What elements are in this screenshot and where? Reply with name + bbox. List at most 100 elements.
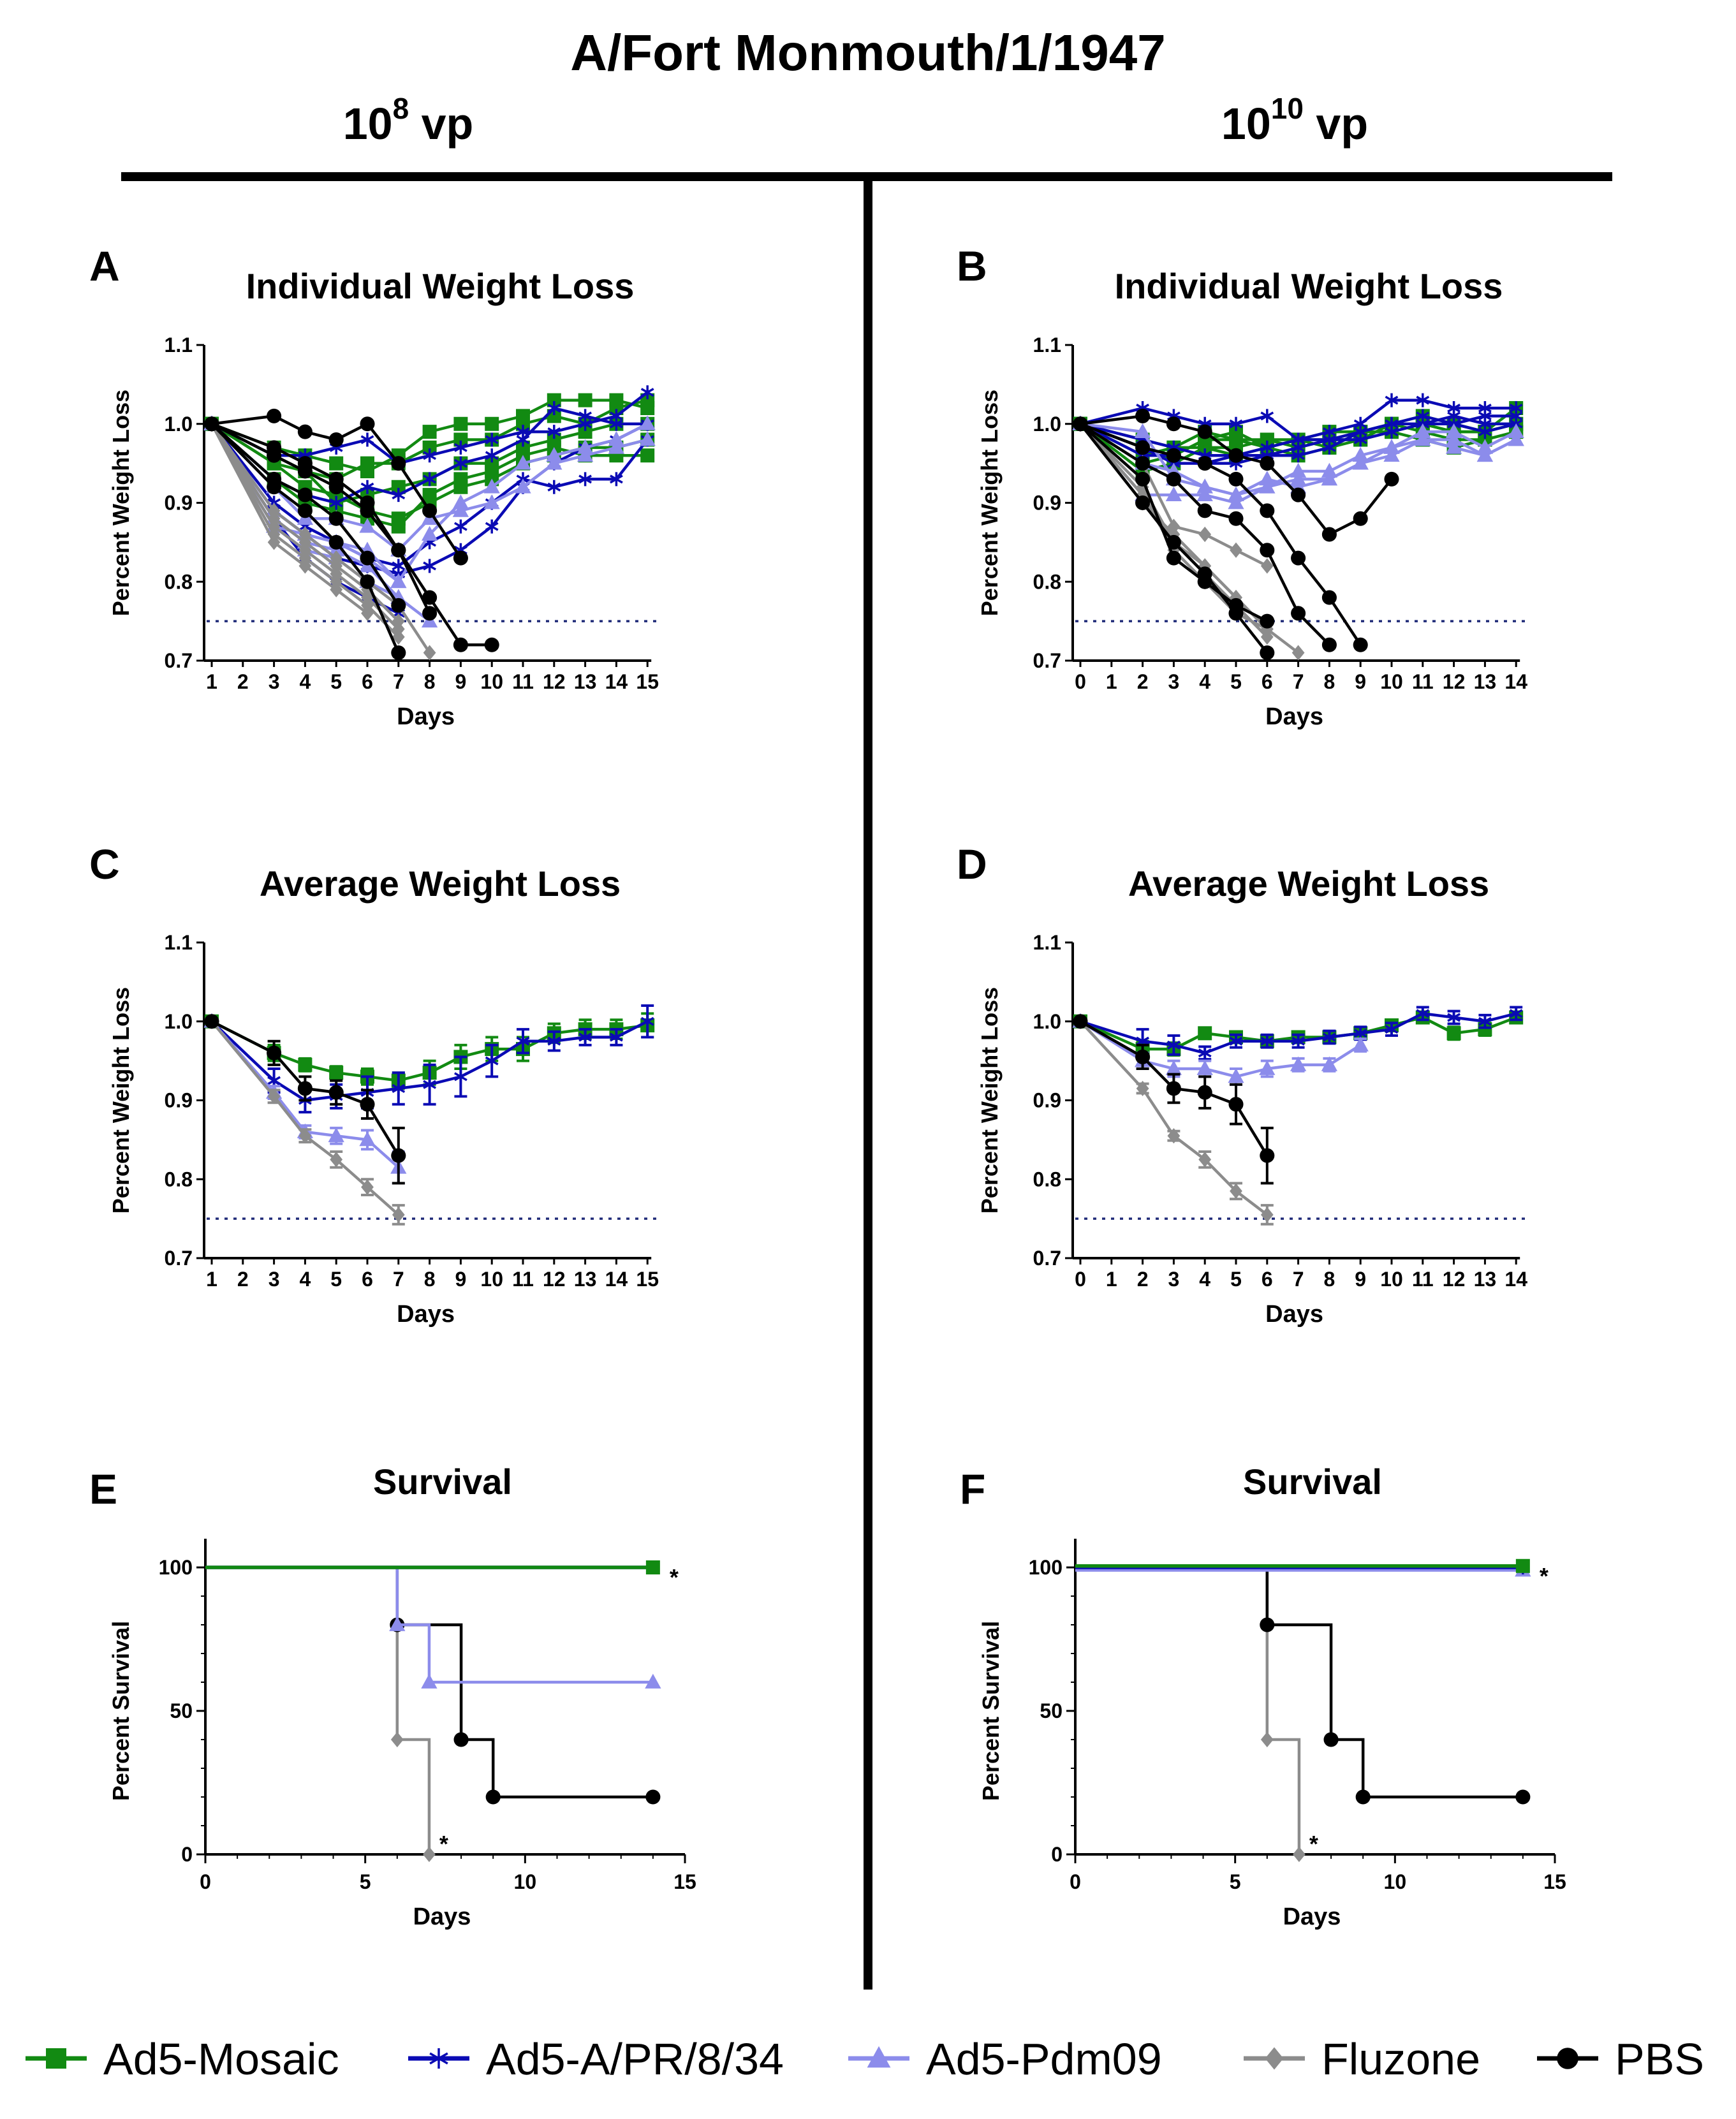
- data-point: [1073, 1014, 1088, 1029]
- data-point: [578, 1030, 592, 1045]
- x-tick-label: 10: [514, 1870, 537, 1893]
- survival-point: [423, 1846, 436, 1863]
- data-point: [485, 1053, 499, 1068]
- data-point: [422, 503, 438, 518]
- panel-letter: F: [960, 1465, 985, 1513]
- data-point: [1229, 1034, 1243, 1048]
- dose-right-unit: vp: [1316, 99, 1368, 149]
- data-point: [453, 472, 468, 487]
- data-point: [1353, 511, 1368, 526]
- x-tick-label: 9: [1355, 1268, 1366, 1291]
- data-point: [483, 494, 500, 510]
- series-line: [1079, 423, 1269, 654]
- data-point: [328, 511, 344, 526]
- x-tick-label: 1: [1106, 670, 1117, 693]
- series-line: [1079, 1020, 1269, 1216]
- series-line: [1080, 1012, 1517, 1055]
- survival-point: [645, 1560, 660, 1574]
- data-point: [1228, 471, 1244, 487]
- legend-item: Fluzone: [1244, 2034, 1480, 2084]
- data-point: [640, 1014, 654, 1029]
- data-point: [204, 416, 219, 432]
- legend-marker: [867, 2046, 891, 2068]
- data-point: [609, 1030, 623, 1045]
- x-tick-label: 7: [393, 1268, 404, 1291]
- data-point: [1136, 479, 1149, 495]
- data-point: [267, 448, 282, 463]
- data-point: [453, 440, 467, 455]
- data-point: [391, 456, 406, 471]
- x-tick-label: 15: [673, 1870, 696, 1893]
- series-line: [210, 423, 400, 654]
- data-point: [1260, 558, 1274, 574]
- dose-right-exp: 10: [1271, 92, 1304, 125]
- data-point: [1166, 448, 1181, 463]
- data-point: [298, 1128, 312, 1144]
- data-point: [329, 456, 344, 471]
- data-point: [1352, 455, 1369, 470]
- y-tick-label: 1.1: [1033, 334, 1061, 356]
- data-point: [1167, 518, 1181, 534]
- data-point: [547, 393, 561, 407]
- survival-point: [1260, 1617, 1275, 1632]
- data-point: [1478, 1022, 1492, 1037]
- data-point: [609, 472, 623, 487]
- data-point: [359, 1131, 376, 1147]
- y-axis-label: Percent Weight Loss: [976, 390, 1003, 616]
- x-tick-label: 11: [1412, 670, 1434, 693]
- series-line: [210, 1020, 400, 1216]
- panel-letter: D: [957, 840, 987, 888]
- x-tick-label: 12: [543, 1268, 566, 1291]
- survival-point: [1515, 1558, 1530, 1573]
- data-point: [328, 432, 344, 448]
- data-point: [360, 480, 374, 494]
- x-tick-label: 7: [393, 670, 404, 693]
- x-tick-label: 10: [480, 670, 503, 693]
- x-tick-label: 6: [1262, 1268, 1273, 1291]
- data-point: [361, 605, 374, 621]
- series-pbs: [204, 416, 438, 621]
- series-pbs: [204, 1014, 406, 1185]
- data-point: [547, 401, 561, 415]
- series-pbs: [1073, 408, 1399, 542]
- series-pbs: [1073, 416, 1275, 629]
- survival-point: [645, 1673, 661, 1689]
- data-point: [422, 488, 437, 502]
- x-axis-label: Days: [413, 1903, 471, 1930]
- data-point: [1352, 1036, 1369, 1052]
- y-tick-label: 50: [1040, 1699, 1063, 1722]
- data-point: [1416, 393, 1430, 407]
- data-point: [267, 1045, 282, 1060]
- x-tick-label: 8: [424, 670, 436, 693]
- data-point: [1260, 409, 1274, 423]
- data-point: [422, 440, 437, 455]
- y-tick-label: 0.8: [1033, 1168, 1061, 1191]
- data-point: [1260, 629, 1274, 645]
- data-point: [1259, 471, 1276, 486]
- data-point: [1198, 440, 1212, 455]
- data-point: [1165, 1060, 1182, 1075]
- survival-point: [453, 1732, 469, 1747]
- data-point: [577, 439, 594, 454]
- series-pbs: [204, 416, 499, 652]
- data-point: [453, 519, 467, 534]
- data-point: [297, 503, 313, 518]
- series-line: [1080, 414, 1393, 536]
- y-axis-label: Percent Weight Loss: [108, 390, 134, 616]
- data-point: [453, 432, 468, 447]
- data-point: [1136, 487, 1149, 503]
- y-tick-label: 0.8: [165, 1168, 193, 1191]
- y-tick-label: 100: [1029, 1556, 1063, 1579]
- data-point: [1445, 439, 1462, 454]
- x-tick-label: 15: [1543, 1870, 1566, 1893]
- data-point: [1259, 1060, 1276, 1075]
- survival-ad5-mosaic: *: [205, 1560, 679, 1590]
- data-point: [1321, 471, 1338, 486]
- x-tick-label: 1: [206, 1268, 217, 1291]
- series-line: [210, 1020, 400, 1157]
- survival-ad5-pdm09: [1075, 1562, 1531, 1577]
- data-point: [422, 590, 438, 605]
- data-point: [204, 1014, 219, 1029]
- x-tick-label: 2: [237, 1268, 249, 1291]
